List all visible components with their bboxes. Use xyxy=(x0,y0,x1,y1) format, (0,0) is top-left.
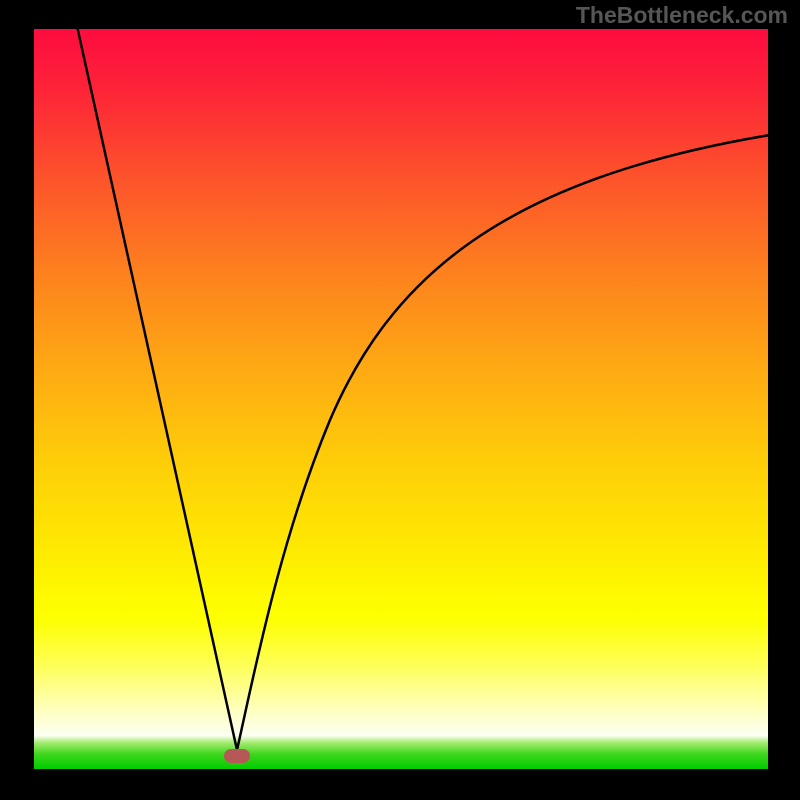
chart-container: TheBottleneck.com xyxy=(0,0,800,800)
curve-layer xyxy=(34,29,800,800)
curve-right-segment xyxy=(237,135,770,750)
minimum-marker xyxy=(224,749,250,763)
curve-left-segment xyxy=(77,26,237,750)
watermark-text: TheBottleneck.com xyxy=(576,2,788,29)
plot-area xyxy=(34,29,768,769)
